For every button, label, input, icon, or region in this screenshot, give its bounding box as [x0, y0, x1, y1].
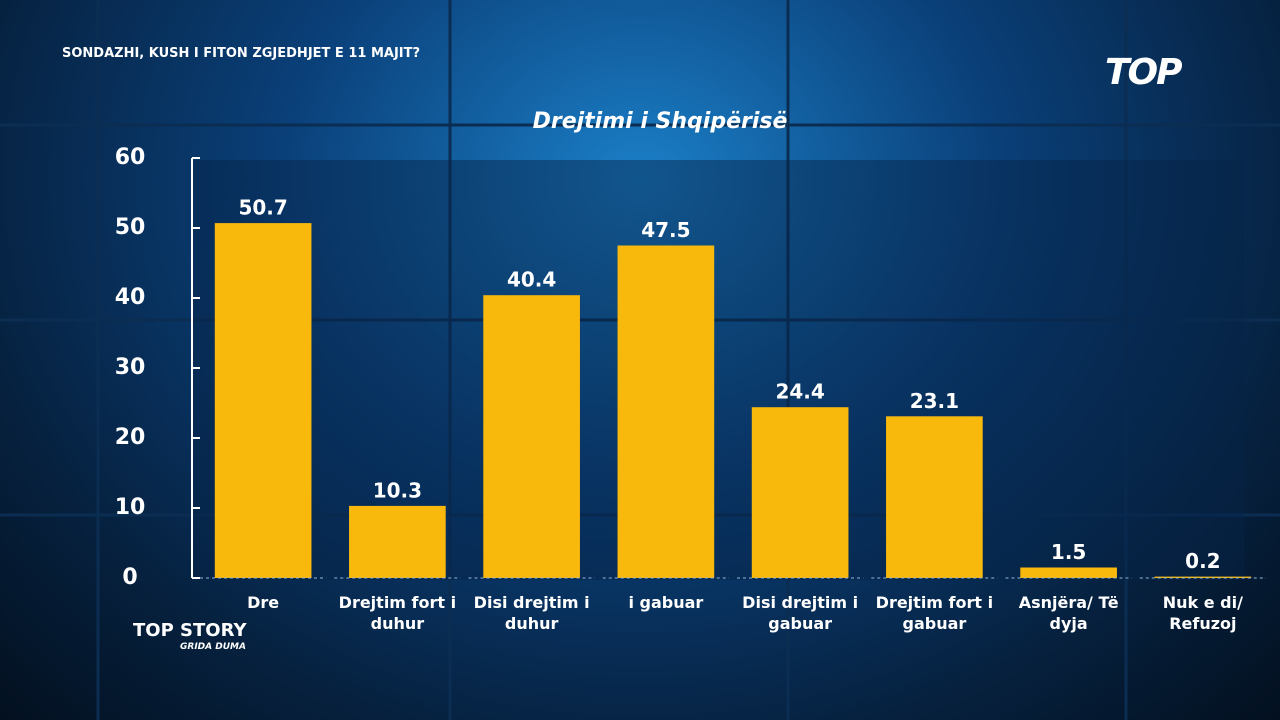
value-label: 10.3: [373, 478, 422, 502]
value-label: 50.7: [238, 196, 287, 220]
y-tick-label: 0: [122, 565, 137, 590]
x-tick-label: Disi drejtim i duhur: [473, 593, 590, 633]
y-tick-label: 20: [115, 425, 146, 450]
bar: [349, 505, 446, 578]
x-tick-label: i gabuar: [628, 593, 704, 612]
y-tick-label: 10: [115, 495, 146, 520]
logo: TOP: [1105, 52, 1183, 93]
bar: [1020, 567, 1117, 578]
y-tick-label: 60: [115, 145, 146, 170]
bar: [886, 416, 983, 578]
x-tick-label: Drejtim fort i gabuar: [875, 593, 994, 633]
y-tick-label: 50: [115, 215, 146, 240]
bar: [214, 223, 312, 578]
value-label: 40.4: [507, 268, 556, 292]
value-label: 23.1: [910, 389, 959, 413]
value-label: 47.5: [641, 218, 690, 242]
headline: SONDAZHI, KUSH I FITON ZGJEDHJET E 11 MA…: [62, 46, 421, 61]
show-title: TOP STORY: [133, 620, 247, 641]
y-tick-label: 30: [115, 355, 146, 380]
x-tick-label: Nuk e di/ Refuzoj: [1162, 593, 1243, 633]
x-tick-label: Dre: [247, 593, 280, 612]
value-label: 1.5: [1051, 540, 1086, 564]
bar: [483, 295, 580, 578]
bar: [617, 245, 715, 578]
value-label: 0.2: [1185, 549, 1220, 573]
chart-title: Drejtimi i Shqipërisë: [533, 109, 788, 134]
y-tick-label: 40: [115, 285, 146, 310]
value-label: 24.4: [775, 380, 824, 404]
show-host: GRIDA DUMA: [180, 642, 246, 652]
bar: [1154, 576, 1252, 578]
x-tick-label: Asnjëra/ Të dyja: [1018, 593, 1119, 633]
bar: [751, 407, 849, 578]
x-tick-label: Disi drejtim i gabuar: [742, 593, 859, 633]
x-tick-label: Drejtim fort i duhur: [338, 593, 457, 633]
